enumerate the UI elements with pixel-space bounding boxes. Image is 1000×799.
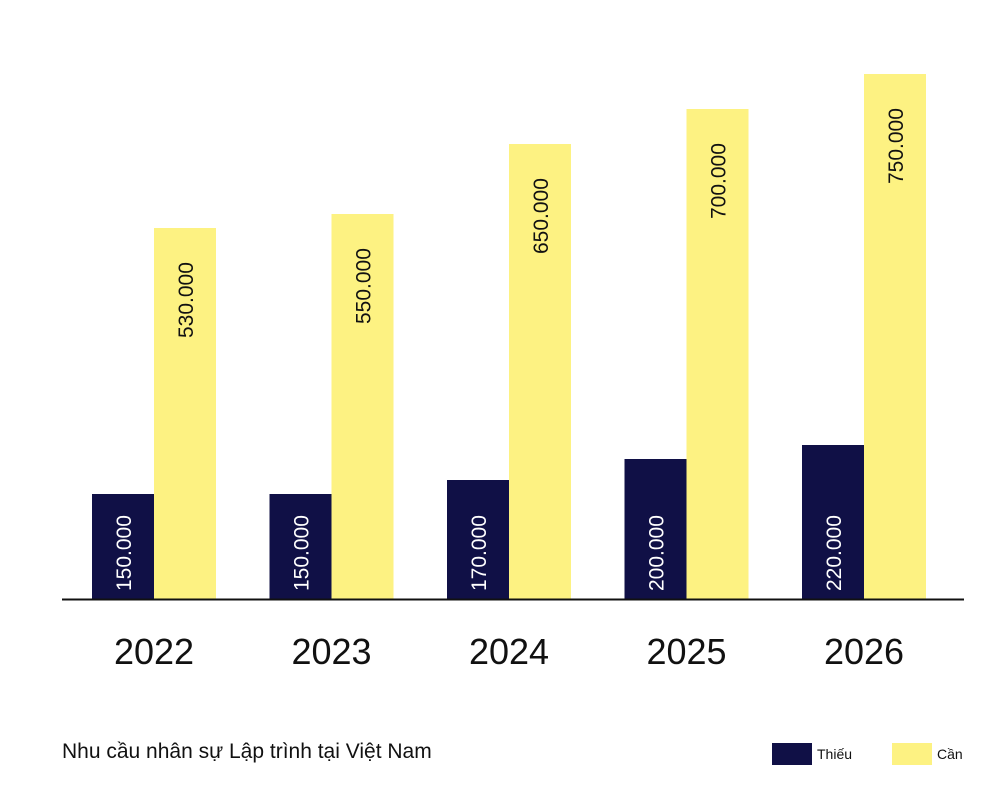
legend-swatch-can [892,743,932,765]
x-tick-label-2025: 2025 [646,631,726,672]
bar-thieu-2025 [624,459,687,599]
bar-thieu-2024 [447,480,509,599]
data-label-can-2023: 550.000 [353,248,376,324]
bar-can-2024 [509,144,571,599]
x-tick-label-2022: 2022 [114,631,194,672]
data-label-thieu-2024: 170.000 [468,515,491,591]
bar-can-2023 [331,214,394,599]
bar-can-2025 [686,109,749,599]
bar-can-2022 [154,228,216,599]
legend-item-can: Cần [892,743,963,765]
chart-title: Nhu cầu nhân sự Lập trình tại Việt Nam [62,740,432,763]
legend-label-thieu: Thiếu [817,746,853,762]
bar-can-2026 [864,74,926,599]
data-label-can-2022: 530.000 [175,262,198,338]
x-tick-label-2024: 2024 [469,631,549,672]
legend-swatch-thieu [772,743,812,765]
data-label-can-2024: 650.000 [530,178,553,254]
legend-label-can: Cần [937,746,963,762]
data-label-can-2026: 750.000 [885,108,908,184]
legend-item-thieu: Thiếu [772,743,852,765]
bar-thieu-2026 [802,445,864,599]
data-label-thieu-2026: 220.000 [823,515,846,591]
x-tick-label-2023: 2023 [291,631,371,672]
bar-thieu-2022 [92,494,154,599]
data-label-thieu-2022: 150.000 [113,515,136,591]
data-label-can-2025: 700.000 [708,143,731,219]
data-label-thieu-2025: 200.000 [646,515,669,591]
bar-thieu-2023 [269,494,332,599]
x-tick-label-2026: 2026 [824,631,904,672]
data-label-thieu-2023: 150.000 [291,515,314,591]
